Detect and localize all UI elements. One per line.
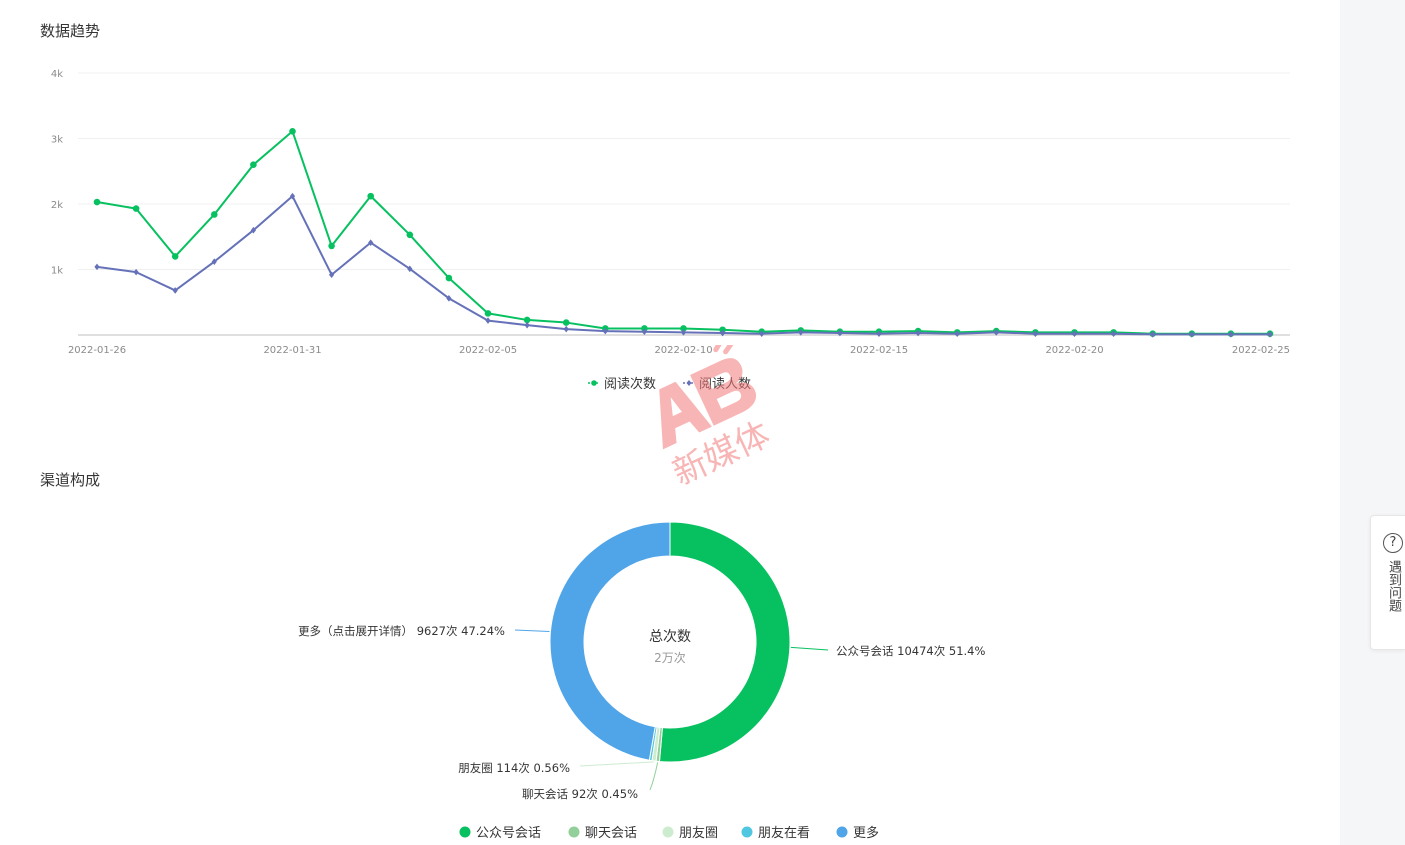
data-point [367, 192, 375, 200]
data-point [1150, 331, 1156, 338]
data-point [641, 328, 647, 336]
data-point [563, 325, 569, 333]
label-leader-line [790, 646, 829, 651]
slice-label: 公众号会话 10474次 51.4% [836, 644, 985, 658]
legend-marker [591, 380, 597, 386]
data-point [523, 316, 531, 324]
legend-marker [662, 826, 674, 838]
data-point [1189, 331, 1195, 338]
help-floating-button[interactable]: ? 遇到问题 [1370, 515, 1405, 650]
data-point [680, 325, 687, 332]
data-point [837, 329, 843, 337]
data-point [250, 161, 257, 168]
slice-label: 朋友圈 114次 0.56% [458, 761, 570, 775]
question-circle-icon: ? [1383, 533, 1403, 553]
channel-donut-chart: 总次数 2万次 公众号会话 10474次 51.4% 聊天会话 92次 0.45% 朋友… [298, 521, 985, 841]
data-point [289, 192, 296, 200]
label-leader-line [579, 761, 654, 767]
data-point [798, 329, 804, 336]
legend-marker [836, 826, 848, 838]
donut-center-title: 总次数 [649, 629, 691, 645]
data-point [211, 258, 217, 265]
x-tick-label: 2022-02-25 [1232, 345, 1290, 356]
data-point [446, 295, 452, 302]
y-tick-label: 3k [51, 135, 63, 146]
data-point [876, 330, 882, 337]
y-tick-label: 2k [51, 200, 63, 211]
data-point [915, 329, 921, 337]
data-point [171, 253, 179, 260]
data-point [720, 329, 726, 337]
trend-line-chart: 1k 2k 3k 4k 2022-01-26 2022-01-31 2022-02-05 20… [51, 69, 1290, 392]
slice-label: 更多（点击展开详情） 9627次 47.24% [298, 624, 505, 638]
x-tick-label: 2022-02-20 [1045, 345, 1103, 356]
data-point [250, 226, 256, 234]
data-point [562, 319, 570, 326]
data-point [328, 242, 335, 250]
slice-label: 聊天会话 92次 0.45% [522, 787, 638, 801]
y-tick-label: 4k [51, 69, 63, 80]
legend-marker [459, 826, 471, 838]
data-point [1228, 331, 1234, 338]
y-tick-label: 1k [51, 266, 63, 277]
data-point [406, 231, 414, 239]
data-point [329, 271, 335, 279]
legend-label: 朋友圈 [679, 825, 718, 841]
right-gutter [1340, 0, 1405, 845]
channel-section-title: 渠道构成 [40, 471, 101, 489]
donut-center-value: 2万次 [654, 651, 686, 665]
legend-label: 朋友在看 [758, 825, 810, 841]
data-point [93, 198, 101, 206]
label-leader-line [649, 762, 659, 791]
data-point [133, 268, 139, 276]
legend-label: 阅读次数 [604, 376, 656, 392]
x-tick-label: 2022-01-26 [68, 345, 126, 356]
data-point [1111, 330, 1117, 337]
legend-marker [568, 826, 580, 838]
x-tick-label: 2022-02-15 [850, 345, 908, 356]
x-tick-label: 2022-01-31 [263, 345, 321, 356]
data-point [993, 329, 999, 336]
donut-slice [658, 521, 791, 763]
data-point [1267, 331, 1273, 338]
data-point [759, 330, 765, 337]
data-point [172, 287, 178, 294]
legend-label: 聊天会话 [585, 826, 637, 841]
data-point [94, 263, 100, 271]
data-point [602, 327, 608, 335]
data-point [407, 265, 413, 273]
data-point [132, 205, 140, 212]
data-point [289, 127, 296, 135]
label-leader-line [514, 629, 550, 633]
data-point [1032, 330, 1038, 337]
help-label: 遇到问题 [1386, 560, 1401, 612]
donut-slice [549, 521, 671, 761]
x-tick-label: 2022-02-05 [459, 345, 517, 356]
data-point [368, 239, 374, 246]
trend-section-title: 数据趋势 [40, 22, 101, 40]
data-point [211, 211, 218, 218]
data-point [445, 274, 453, 282]
legend-label: 公众号会话 [476, 826, 541, 841]
data-point [954, 330, 960, 337]
data-point [485, 317, 491, 324]
data-point [484, 310, 492, 317]
data-point [524, 321, 530, 329]
data-point [680, 329, 687, 336]
data-point [1071, 330, 1078, 337]
legend-label: 更多 [853, 825, 879, 841]
x-tick-label: 2022-02-10 [654, 345, 712, 356]
legend-marker [741, 826, 753, 838]
